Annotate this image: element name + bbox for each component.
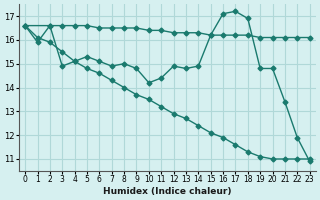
X-axis label: Humidex (Indice chaleur): Humidex (Indice chaleur) [103, 187, 232, 196]
